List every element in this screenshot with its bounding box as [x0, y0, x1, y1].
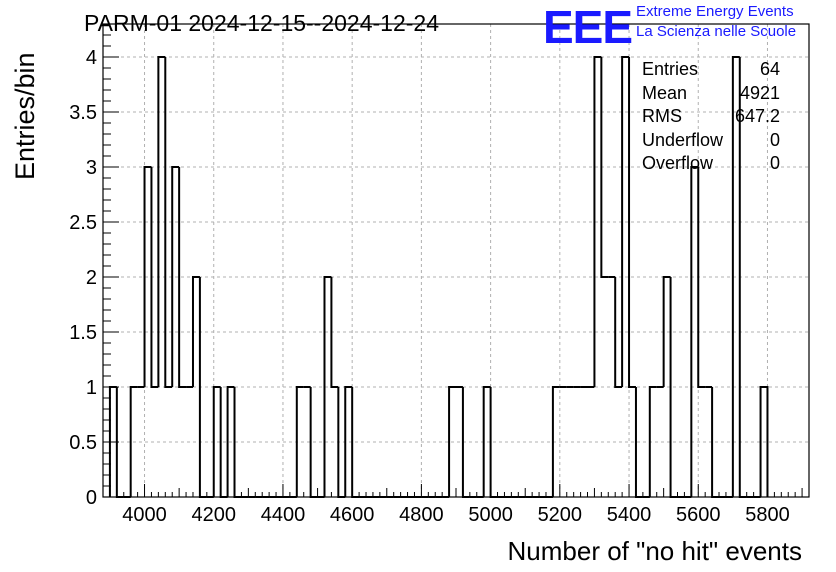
histogram-bin	[628, 57, 636, 388]
histogram-bin	[600, 57, 609, 278]
y-tick-label: 4	[86, 47, 97, 69]
histogram-bin	[212, 386, 221, 497]
histogram-bin	[648, 386, 657, 497]
histogram-bin	[143, 166, 152, 387]
x-tick-label: 5800	[745, 504, 790, 526]
histogram-bin	[697, 167, 706, 388]
stats-entries-value: 64	[759, 59, 780, 79]
stats-underflow-label: Underflow	[642, 129, 724, 150]
histogram-bin	[593, 56, 602, 387]
y-tick-label: 1.5	[69, 322, 97, 344]
histogram-bin	[614, 277, 623, 388]
logo-line-1: Extreme Energy Events	[636, 3, 794, 20]
histogram-bin	[164, 57, 173, 388]
stats-entries-label: Entries	[642, 59, 699, 79]
x-tick-label: 4000	[122, 504, 167, 526]
stats-overflow-value: 0	[769, 153, 780, 174]
x-tick-label: 4400	[261, 504, 306, 526]
histogram-bin	[323, 276, 332, 497]
y-axis-ticks: 0 0.5 1 1.5 2 2.5 3 3.5 4	[69, 23, 119, 509]
eee-logo-mark: EEE	[543, 1, 633, 53]
histogram-bin	[157, 56, 166, 387]
histogram-bin	[482, 386, 491, 497]
x-tick-label: 4600	[330, 504, 375, 526]
y-axis-label: Entries/bin	[10, 52, 40, 180]
histogram-bin	[171, 166, 180, 387]
x-tick-label: 4800	[399, 504, 444, 526]
x-tick-label: 5600	[676, 504, 721, 526]
stats-row-underflow: Underflow 0	[642, 129, 780, 153]
histogram-bin	[662, 276, 671, 387]
stats-row-mean: Mean 4921	[642, 82, 780, 106]
stats-mean-label: Mean	[642, 82, 688, 103]
y-axis-label-wrap: Entries/bin	[6, 52, 40, 210]
histogram-bin	[448, 386, 456, 497]
x-tick-label: 5200	[538, 504, 583, 526]
x-axis-ticks: 4000 4200 4400 4600 4800 5000 5200 5400 5600 5800	[109, 484, 803, 526]
stats-overflow-label: Overflow	[642, 153, 714, 174]
logo-line-2: La Scienza nelle Scuole	[636, 23, 797, 40]
histogram-bin	[178, 167, 187, 388]
stats-row-rms: RMS 647.2	[642, 105, 780, 129]
y-tick-label: 2	[86, 267, 97, 289]
histogram-bin	[551, 386, 560, 497]
x-axis-label: Number of "no hit" events	[507, 536, 803, 566]
histogram-bin	[191, 276, 200, 387]
y-tick-label: 3	[86, 157, 97, 179]
y-tick-label: 3.5	[69, 102, 97, 124]
stats-rms-value: 647.2	[734, 106, 780, 127]
stats-row-entries: Entries 64	[642, 58, 780, 82]
x-tick-label: 5000	[468, 504, 513, 526]
stats-box: Entries 64 Mean 4921 RMS 647.2 Underflow…	[642, 58, 780, 176]
x-tick-label: 5400	[607, 504, 652, 526]
histogram-bin	[226, 386, 235, 497]
histogram-bin	[690, 166, 699, 497]
y-tick-label: 1	[86, 377, 97, 399]
histogram-bin	[295, 386, 304, 497]
stats-underflow-value: 0	[769, 129, 780, 150]
chart-title: PARM-01 2024-12-15--2024-12-24	[84, 10, 439, 36]
histogram-bin	[330, 277, 339, 388]
stats-mean-value: 4921	[739, 82, 780, 103]
histogram-bin	[150, 167, 159, 388]
stats-row-overflow: Overflow 0	[642, 152, 780, 176]
histogram-bin	[621, 56, 630, 387]
y-tick-label: 0.5	[69, 432, 97, 454]
histogram-bin	[344, 386, 353, 497]
x-tick-label: 4200	[191, 504, 236, 526]
histogram-bin	[731, 56, 740, 497]
y-tick-label: 0	[86, 487, 97, 509]
histogram-bin	[129, 386, 138, 497]
stats-rms-label: RMS	[642, 106, 682, 127]
histogram-bin	[759, 386, 769, 497]
y-tick-label: 2.5	[69, 212, 97, 234]
